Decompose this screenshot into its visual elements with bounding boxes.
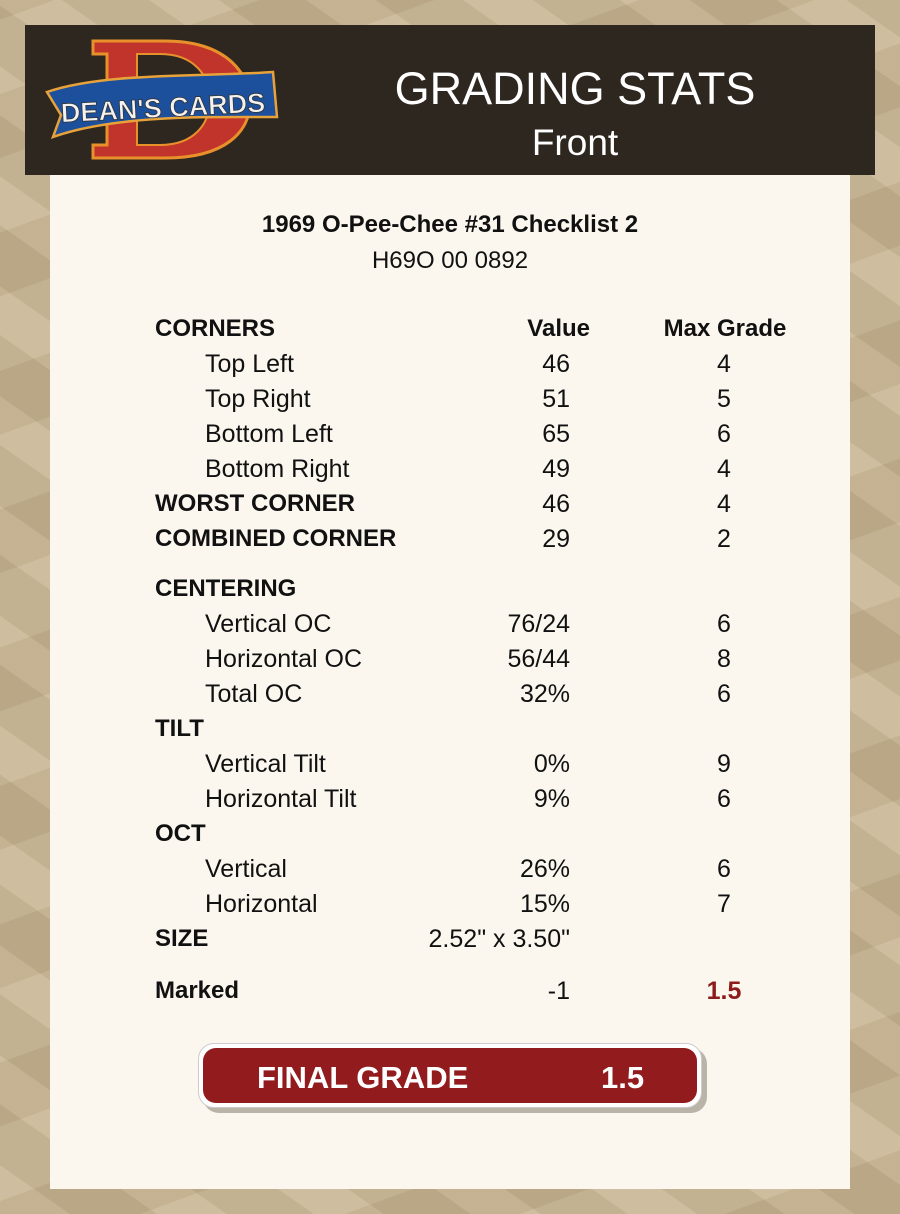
row-max-grade: 4	[717, 490, 731, 518]
row-label: Vertical	[205, 855, 287, 883]
row-value: 49	[542, 455, 570, 483]
row-value: 65	[542, 420, 570, 448]
table-row: OCT	[50, 818, 850, 853]
row-label: TILT	[155, 715, 204, 742]
row-max-grade: 1.5	[706, 977, 742, 1005]
final-grade-box: FINAL GRADE 1.5	[198, 1043, 702, 1108]
table-row: Horizontal Tilt 9% 6	[50, 783, 850, 818]
row-value: 26%	[519, 855, 570, 883]
row-value: Value	[527, 315, 590, 342]
table-row: Vertical OC 76/24 6	[50, 608, 850, 643]
table-row: Vertical Tilt 0% 9	[50, 748, 850, 783]
row-label: CORNERS	[155, 315, 276, 342]
row-label: Horizontal Tilt	[205, 785, 357, 813]
row-max-grade: 6	[717, 855, 731, 883]
row-max-grade: 9	[717, 750, 731, 778]
row-value: -1	[547, 977, 570, 1005]
row-value: 46	[542, 350, 570, 378]
deans-cards-logo: DEAN'S CARDS	[45, 39, 279, 160]
row-label: Horizontal	[205, 890, 318, 918]
row-label: Total OC	[205, 680, 303, 708]
row-label: Top Left	[205, 350, 294, 378]
page-title: GRADING STATS	[394, 63, 756, 114]
row-label: Marked	[155, 977, 240, 1004]
row-max-grade: 2	[717, 525, 731, 553]
row-max-grade: Max Grade	[663, 315, 787, 342]
row-label: CENTERING	[155, 575, 297, 602]
table-row: TILT	[50, 713, 850, 748]
row-value: 46	[542, 490, 570, 518]
row-value: 2.52" x 3.50"	[428, 925, 570, 953]
card-name: 1969 O-Pee-Chee #31 Checklist 2	[261, 211, 639, 238]
row-max-grade: 6	[717, 680, 731, 708]
table-row: Marked -1 1.5	[50, 975, 850, 1010]
row-value: 0%	[533, 750, 570, 778]
row-max-grade: 4	[717, 455, 731, 483]
cert-number: H69O 00 0892	[371, 247, 529, 274]
row-value: 29	[542, 525, 570, 553]
row-value: 51	[542, 385, 570, 413]
row-max-grade: 6	[717, 785, 731, 813]
grading-card: 1969 O-Pee-Chee #31 Checklist 2 H69O 00 …	[50, 175, 850, 1189]
row-max-grade: 6	[717, 420, 731, 448]
row-label: OCT	[155, 820, 206, 847]
table-row: Bottom Right 49 4	[50, 453, 850, 488]
row-value: 9%	[533, 785, 570, 813]
page-subtitle: Front	[531, 122, 619, 163]
row-label: Vertical OC	[205, 610, 332, 638]
row-label: COMBINED CORNER	[155, 525, 397, 552]
row-label: Vertical Tilt	[205, 750, 326, 778]
table-row: Top Left 46 4	[50, 348, 850, 383]
row-label: WORST CORNER	[155, 490, 355, 517]
row-max-grade: 4	[717, 350, 731, 378]
row-label: Bottom Right	[205, 455, 350, 483]
row-max-grade: 6	[717, 610, 731, 638]
table-row: Vertical 26% 6	[50, 853, 850, 888]
table-row: Bottom Left 65 6	[50, 418, 850, 453]
grading-table: CORNERS Value Max Grade Top Left 46 4 Top Righ…	[50, 313, 850, 1010]
table-row: Horizontal 15% 7	[50, 888, 850, 923]
row-max-grade: 7	[717, 890, 731, 918]
final-grade-value: 1.5	[601, 1060, 645, 1095]
row-max-grade: 5	[717, 385, 731, 413]
row-value: 15%	[519, 890, 570, 918]
row-label: Horizontal OC	[205, 645, 362, 673]
row-value: 56/44	[507, 645, 570, 673]
row-label: SIZE	[155, 925, 209, 952]
table-row: Total OC 32% 6	[50, 678, 850, 713]
table-row: CENTERING	[50, 573, 850, 608]
table-row: COMBINED CORNER 29 2	[50, 523, 850, 558]
table-row: CORNERS Value Max Grade	[50, 313, 850, 348]
table-row: WORST CORNER 46 4	[50, 488, 850, 523]
table-row: Horizontal OC 56/44 8	[50, 643, 850, 678]
table-row: SIZE 2.52" x 3.50"	[50, 923, 850, 958]
row-max-grade: 8	[717, 645, 731, 673]
final-grade-label: FINAL GRADE	[257, 1060, 469, 1095]
row-label: Bottom Left	[205, 420, 333, 448]
row-label: Top Right	[205, 385, 311, 413]
row-value: 76/24	[507, 610, 570, 638]
row-value: 32%	[519, 680, 570, 708]
header-bar: DEAN'S CARDS GRADING STATS Front	[25, 25, 875, 175]
table-row: Top Right 51 5	[50, 383, 850, 418]
